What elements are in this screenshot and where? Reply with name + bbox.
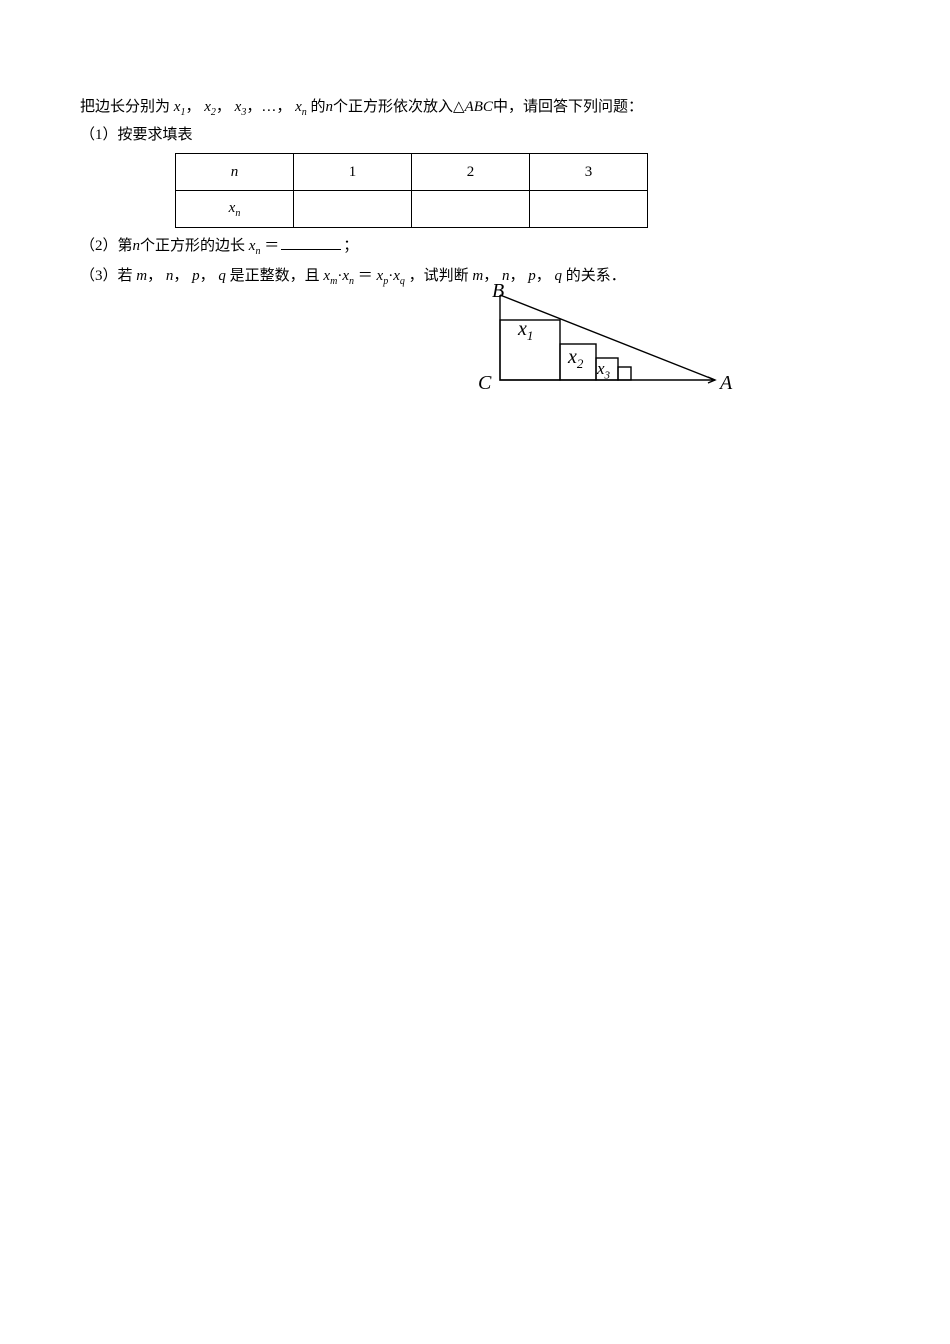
q3-sep: ， xyxy=(536,268,551,284)
table-cell xyxy=(530,191,648,228)
x2-label: x2 xyxy=(568,341,583,375)
table-row: n 1 2 3 xyxy=(176,154,648,191)
intro-mid2: 个正方形依次放入 xyxy=(333,99,453,115)
intro-mid1: 的 xyxy=(311,99,326,115)
vertex-b-label: B xyxy=(492,275,504,307)
vertex-a-label: A xyxy=(720,367,732,399)
q3-sep: ， xyxy=(173,268,188,284)
q3-xq: xq xyxy=(393,268,405,284)
table-header-3: 3 xyxy=(530,154,648,191)
q2-eq: ＝ xyxy=(264,238,279,254)
intro-prefix: 把边长分别为 xyxy=(80,99,170,115)
q3-xm: xm xyxy=(323,268,337,284)
vertex-c-label: C xyxy=(478,367,491,399)
q3-p2: p xyxy=(528,268,536,284)
triangle-name: ABC xyxy=(465,99,493,115)
triangle-figure: B C A x1 x2 x3 xyxy=(470,285,740,395)
q3-tail: 的关系． xyxy=(566,268,626,284)
n-var: n xyxy=(326,99,334,115)
table-row: xn xyxy=(176,191,648,228)
data-table: n 1 2 3 xn xyxy=(175,153,648,228)
q3-sep: ， xyxy=(200,268,215,284)
q3-xp: xp xyxy=(377,268,389,284)
q3-sep: ， xyxy=(147,268,162,284)
q2-prefix: （2）第 xyxy=(80,238,133,254)
q3-p: p xyxy=(192,268,200,284)
ellipsis: … xyxy=(261,99,276,115)
table-cell xyxy=(412,191,530,228)
q2-tail: ； xyxy=(343,238,358,254)
table-cell xyxy=(294,191,412,228)
var-x2: x2 xyxy=(204,99,216,115)
q3-xn: xn xyxy=(342,268,354,284)
q2-n: n xyxy=(133,238,141,254)
intro-tail: 中，请回答下列问题： xyxy=(493,99,643,115)
table-rowlabel-xn: xn xyxy=(176,191,294,228)
sep2: ， xyxy=(216,99,231,115)
q3-m2: m xyxy=(472,268,483,284)
fill-in-blank[interactable] xyxy=(281,234,341,250)
table-header-1: 1 xyxy=(294,154,412,191)
x1-label: x1 xyxy=(518,313,533,347)
q3-mid1: 是正整数，且 xyxy=(230,268,320,284)
q3-prefix: （3）若 xyxy=(80,268,133,284)
table-header-2: 2 xyxy=(412,154,530,191)
sep1: ， xyxy=(185,99,200,115)
x3-label: x3 xyxy=(597,355,610,385)
q2-var: xn xyxy=(249,238,261,254)
sep3: ， xyxy=(246,99,261,115)
q3-sep: ， xyxy=(509,268,524,284)
table-header-n: n xyxy=(176,154,294,191)
sep4: ， xyxy=(276,99,291,115)
q3-q2: q xyxy=(555,268,563,284)
var-xn: xn xyxy=(295,99,307,115)
q3-eq: ＝ xyxy=(358,268,373,284)
q2-mid1: 个正方形的边长 xyxy=(140,238,245,254)
problem-intro-line: 把边长分别为 x1， x2， x3，…， xn 的n个正方形依次放入△ABC中，… xyxy=(80,95,870,121)
var-x1: x1 xyxy=(174,99,186,115)
q3-q: q xyxy=(218,268,226,284)
triangle-prefix: △ xyxy=(453,99,465,115)
var-x3: x3 xyxy=(235,99,247,115)
q2-line: （2）第n个正方形的边长 xn ＝ ； xyxy=(80,234,870,260)
q3-mid2: ，试判断 xyxy=(409,268,469,284)
q3-m: m xyxy=(136,268,147,284)
q1-label: （1）按要求填表 xyxy=(80,123,870,147)
